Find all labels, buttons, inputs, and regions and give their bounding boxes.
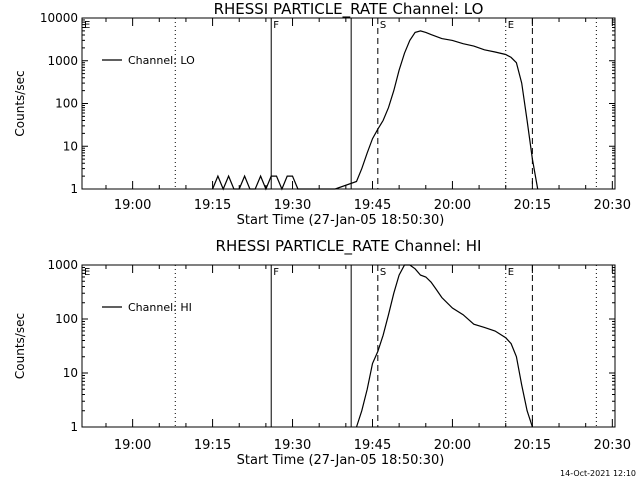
y-tick-label: 100	[55, 312, 78, 326]
time-marker-label: E	[84, 267, 90, 278]
x-tick-label: 19:30	[274, 438, 311, 453]
x-tick-label: 19:15	[194, 198, 231, 213]
x-tick-label: 20:30	[594, 438, 631, 453]
x-tick-label: 20:30	[594, 198, 631, 213]
x-tick-label: 20:15	[514, 438, 551, 453]
y-axis-label: Counts/sec	[13, 313, 27, 379]
chart-title: RHESSI PARTICLE_RATE Channel: LO	[214, 0, 484, 19]
x-tick-label: 19:30	[274, 198, 311, 213]
x-tick-label: 20:15	[514, 198, 551, 213]
y-tick-label: 10	[63, 366, 78, 380]
footer-timestamp: 14-Oct-2021 12:10	[560, 469, 636, 478]
legend-label: Channel: LO	[128, 54, 195, 67]
y-tick-label: 10	[63, 139, 78, 153]
time-marker-label: F	[273, 20, 279, 31]
time-marker-label: S	[380, 267, 386, 278]
y-tick-label: 10000	[40, 11, 78, 25]
x-tick-label: 19:00	[114, 438, 151, 453]
y-axis-label: Counts/sec	[13, 70, 27, 136]
x-tick-label: 19:15	[194, 438, 231, 453]
y-tick-label: 1	[70, 182, 78, 196]
chart-title: RHESSI PARTICLE_RATE Channel: HI	[216, 237, 482, 256]
time-marker-label: F	[273, 267, 279, 278]
y-tick-label: 1000	[47, 54, 78, 68]
y-tick-label: 100	[55, 97, 78, 111]
time-marker-label: E	[84, 20, 90, 31]
y-tick-label: 1	[70, 420, 78, 434]
series-line	[212, 30, 539, 191]
legend-label: Channel: HI	[128, 301, 192, 314]
series-line	[355, 264, 533, 428]
time-marker-label: E	[508, 267, 514, 278]
x-tick-label: 20:00	[434, 198, 471, 213]
x-tick-label: 19:45	[354, 198, 391, 213]
y-tick-label: 1000	[47, 258, 78, 272]
time-marker-label: E	[508, 20, 514, 31]
x-axis-label: Start Time (27-Jan-05 18:50:30)	[237, 453, 445, 468]
x-tick-label: 19:45	[354, 438, 391, 453]
x-axis-label: Start Time (27-Jan-05 18:50:30)	[237, 213, 445, 228]
x-tick-label: 19:00	[114, 198, 151, 213]
plot-frame	[81, 17, 616, 190]
plot-frame	[81, 264, 616, 428]
time-marker-label: S	[380, 20, 386, 31]
x-tick-label: 20:00	[434, 438, 471, 453]
